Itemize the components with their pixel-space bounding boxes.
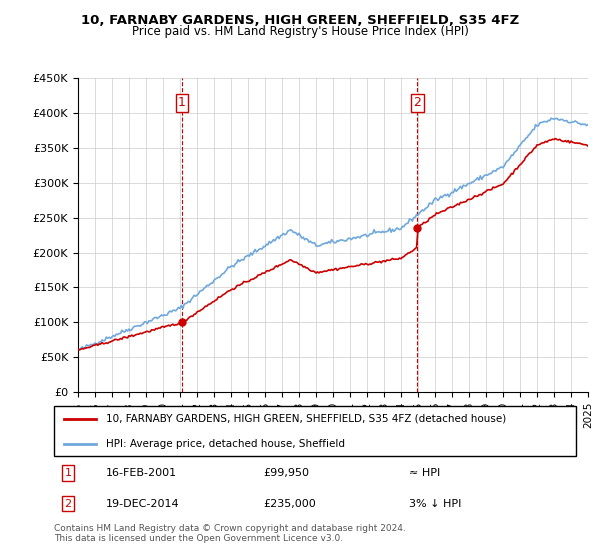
Text: £99,950: £99,950 [263,468,309,478]
Text: 1: 1 [178,96,186,109]
Text: 10, FARNABY GARDENS, HIGH GREEN, SHEFFIELD, S35 4FZ (detached house): 10, FARNABY GARDENS, HIGH GREEN, SHEFFIE… [106,414,506,423]
FancyBboxPatch shape [54,406,576,456]
Text: £235,000: £235,000 [263,498,316,508]
Text: 19-DEC-2014: 19-DEC-2014 [106,498,180,508]
Text: 1: 1 [64,468,71,478]
Text: Contains HM Land Registry data © Crown copyright and database right 2024.
This d: Contains HM Land Registry data © Crown c… [54,524,406,543]
Text: ≈ HPI: ≈ HPI [409,468,440,478]
Text: Price paid vs. HM Land Registry's House Price Index (HPI): Price paid vs. HM Land Registry's House … [131,25,469,38]
Text: 16-FEB-2001: 16-FEB-2001 [106,468,178,478]
Text: 3% ↓ HPI: 3% ↓ HPI [409,498,461,508]
Text: 2: 2 [413,96,421,109]
Text: 2: 2 [64,498,71,508]
Text: HPI: Average price, detached house, Sheffield: HPI: Average price, detached house, Shef… [106,439,345,449]
Text: 10, FARNABY GARDENS, HIGH GREEN, SHEFFIELD, S35 4FZ: 10, FARNABY GARDENS, HIGH GREEN, SHEFFIE… [81,14,519,27]
